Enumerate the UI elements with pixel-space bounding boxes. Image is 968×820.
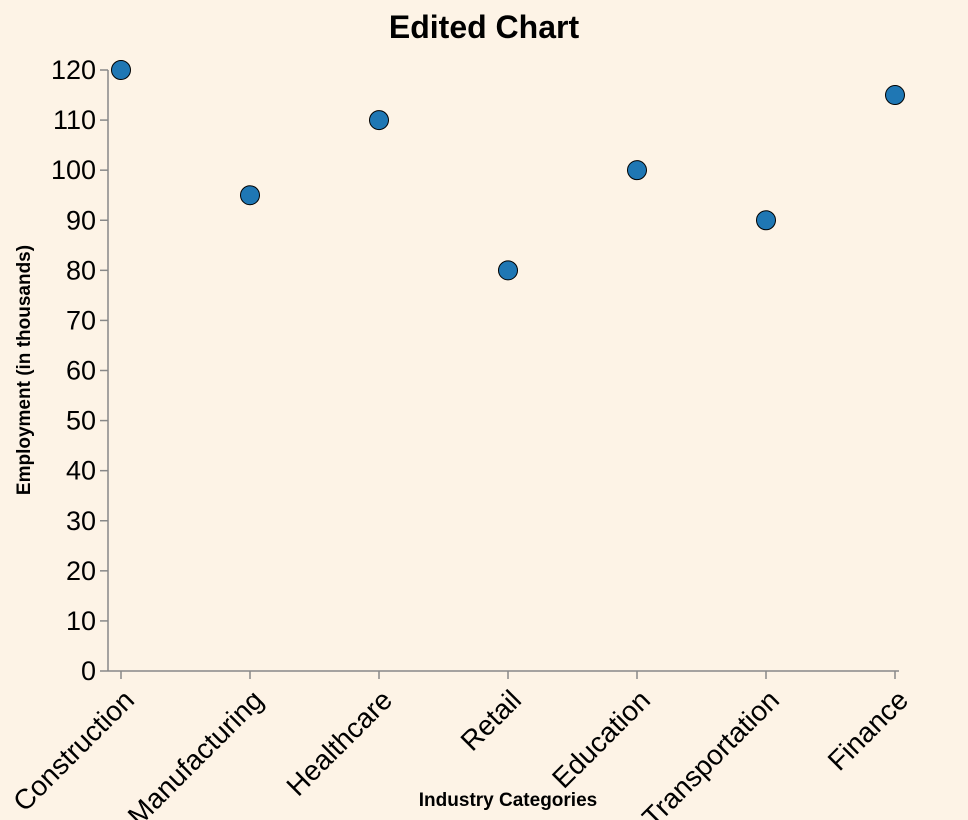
y-tick-label: 60 [66,356,96,386]
data-point-healthcare [369,110,389,131]
y-axis-title: Employment (in thousands) [14,245,35,495]
x-tick-label: Education [546,684,656,794]
data-point-retail [498,260,518,281]
data-point-manufacturing [240,185,260,206]
y-tick-label: 40 [66,456,96,486]
x-tick-label: Healthcare [280,684,398,802]
y-tick-label: 80 [66,255,96,285]
data-point-construction [111,60,131,80]
y-tick-label: 10 [66,606,96,636]
y-tick-label: 120 [51,55,96,85]
y-tick-label: 0 [81,656,96,686]
x-tick-label: Manufacturing [122,684,269,820]
y-tick-label: 110 [53,105,96,135]
data-point-finance [885,85,905,106]
chart-title: Edited Chart [389,9,580,45]
y-tick-label: 30 [66,506,96,536]
x-tick-label: Construction [7,684,140,817]
x-tick-label: Finance [822,684,914,776]
data-points [111,60,905,281]
data-point-transportation [756,210,776,231]
y-tick-label: 90 [66,205,96,235]
x-tick-label: Transportation [636,684,785,820]
y-tick-label: 70 [66,305,96,335]
x-axis-title: Industry Categories [419,790,597,811]
y-tick-label: 20 [66,556,96,586]
y-tick-label: 50 [66,406,96,436]
y-tick-label: 100 [51,155,96,185]
x-tick-label: Retail [455,684,528,757]
y-axis: 0 10 20 30 40 50 60 70 80 90 100 110 120 [51,55,109,686]
data-point-education [627,160,647,181]
